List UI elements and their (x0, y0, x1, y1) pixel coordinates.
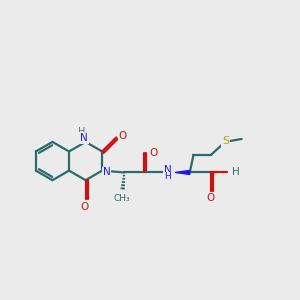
Text: O: O (207, 193, 215, 203)
Text: H: H (78, 127, 85, 136)
Text: N: N (164, 164, 172, 175)
Polygon shape (175, 170, 190, 175)
Text: N: N (103, 167, 110, 178)
Text: CH₃: CH₃ (113, 194, 130, 203)
Text: O: O (119, 130, 127, 141)
Text: N: N (80, 133, 88, 143)
Text: S: S (222, 136, 230, 146)
Text: H: H (232, 167, 240, 178)
Text: H: H (164, 172, 171, 182)
Text: O: O (150, 148, 158, 158)
Text: O: O (81, 202, 89, 212)
